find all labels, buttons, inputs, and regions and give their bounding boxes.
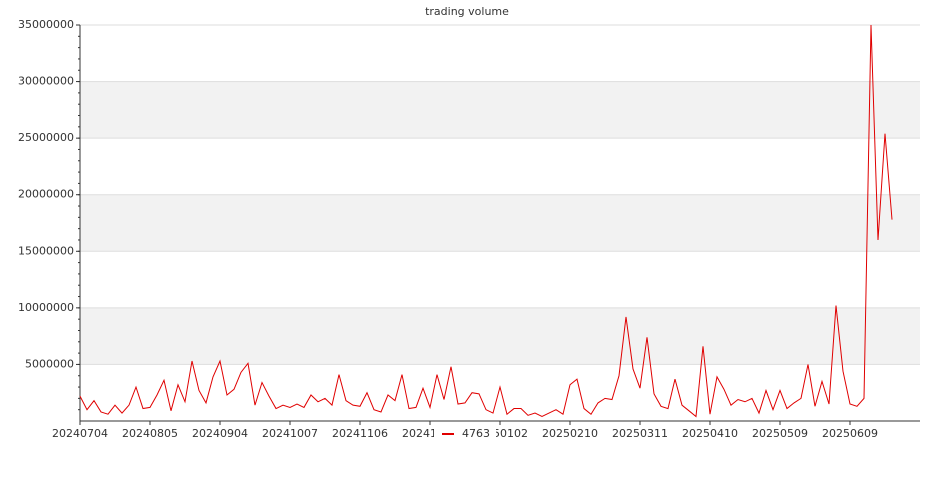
x-tick-label: 20250311: [612, 427, 668, 440]
grid-band: [80, 81, 920, 139]
y-tick-label: 5000000: [25, 357, 74, 370]
series-line: [79, 24, 893, 418]
x-tick-label: 20240904: [192, 427, 248, 440]
x-tick-label: 20250210: [542, 427, 598, 440]
x-tick-label: 20250609: [822, 427, 878, 440]
grid-band: [80, 194, 920, 252]
x-tick-label: 20240805: [122, 427, 178, 440]
x-tick-label: 20250410: [682, 427, 738, 440]
y-tick-label: 15000000: [18, 244, 74, 257]
legend-label: 4763: [462, 427, 490, 440]
y-tick-label: 20000000: [18, 188, 74, 201]
legend-bg: [434, 426, 496, 442]
x-tick-label: 20241106: [332, 427, 388, 440]
y-tick-label: 25000000: [18, 131, 74, 144]
x-tick-label: 20240704: [52, 427, 108, 440]
grid-band: [80, 307, 920, 365]
chart-title: trading volume: [425, 5, 509, 18]
y-tick-label: 10000000: [18, 301, 74, 314]
y-tick-label: 30000000: [18, 75, 74, 88]
x-tick-label: 20241007: [262, 427, 318, 440]
x-tick-label: 20250509: [752, 427, 808, 440]
y-tick-label: 35000000: [18, 18, 74, 31]
